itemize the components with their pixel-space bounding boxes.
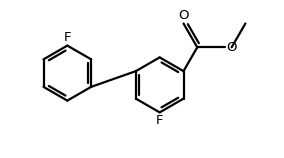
Text: O: O	[227, 41, 237, 54]
Text: F: F	[156, 114, 163, 127]
Text: O: O	[178, 9, 189, 21]
Text: F: F	[64, 31, 71, 44]
